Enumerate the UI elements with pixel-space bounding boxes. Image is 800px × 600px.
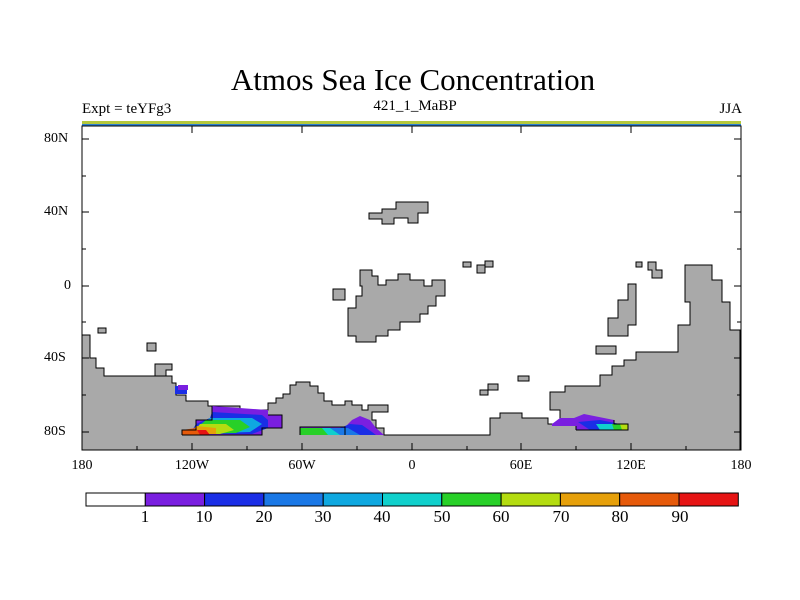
colorbar-swatch-3 (263, 492, 324, 507)
lon-label-120w: 120W (174, 458, 210, 473)
lon-label-180w: 180 (71, 458, 93, 473)
colorbar-swatch-6 (441, 492, 502, 507)
land-island-c (154, 363, 173, 377)
colorbar (85, 492, 739, 507)
lat-label-40n: 40N (44, 204, 69, 219)
land-island-a (97, 327, 107, 334)
land-islet-c (484, 260, 494, 268)
lon-label-120e: 120E (616, 458, 646, 473)
colorbar-label-1: 1 (140, 507, 150, 526)
land-ne-islet-a (635, 261, 643, 268)
lat-label-40s: 40S (44, 350, 66, 365)
land-central-america (332, 288, 346, 301)
colorbar-label-40: 40 (373, 507, 391, 526)
season-label: JJA (719, 101, 742, 117)
coast-weddell (299, 426, 346, 435)
coast-indian (575, 420, 629, 431)
run-label: 421_1_MaBP (373, 98, 457, 114)
land-islet-b (476, 264, 486, 274)
sea-ice-field (175, 385, 628, 435)
lon-label-0: 0 (408, 458, 416, 473)
ice-indian-70 (620, 424, 628, 430)
lat-label-80n: 80N (44, 131, 69, 146)
colorbar-swatch-9 (619, 492, 680, 507)
colorbar-swatch-10 (678, 492, 739, 507)
ice-patch-pacific-b (178, 385, 188, 390)
land-island-b (146, 342, 157, 352)
lon-ticks (136, 126, 687, 450)
top-band-blue (82, 124, 741, 126)
colorbar-swatch-5 (382, 492, 443, 507)
colorbar-label-10: 10 (195, 507, 213, 526)
lon-label-60e: 60E (509, 458, 533, 473)
land-ne-islet-b (647, 261, 663, 279)
colorbar-swatch-8 (559, 492, 621, 507)
map-title: Atmos Sea Ice Concentration (230, 62, 596, 97)
land-islet-f (517, 375, 530, 382)
land-islet-e (487, 383, 499, 391)
lon-label-60w: 60W (288, 458, 316, 473)
ice-coast-outline (181, 406, 629, 436)
ice-weddell-60 (300, 428, 328, 435)
colorbar-swatch-4 (322, 492, 384, 507)
top-band-yellow (82, 121, 741, 124)
colorbar-swatch-7 (500, 492, 561, 507)
colorbar-swatch-1 (144, 492, 206, 507)
lat-label-eq: 0 (64, 278, 71, 293)
colorbar-label-50: 50 (433, 507, 451, 526)
land-south-america (347, 269, 446, 343)
colorbar-label-70: 70 (552, 507, 570, 526)
land-east-block (607, 283, 637, 337)
land-east-islet (595, 345, 617, 355)
land-islet-a (462, 261, 472, 268)
colorbar-label-60: 60 (492, 507, 510, 526)
colorbar-label-30: 30 (314, 507, 332, 526)
colorbar-swatch-0 (85, 492, 146, 507)
colorbar-swatch-2 (204, 492, 265, 507)
coast-pacific (181, 406, 283, 436)
land-masses (81, 201, 741, 451)
land-antarctica (81, 264, 741, 451)
lat-label-80s: 80S (44, 424, 66, 439)
colorbar-label-90: 90 (671, 507, 689, 526)
colorbar-label-80: 80 (611, 507, 629, 526)
lon-label-180e: 180 (730, 458, 752, 473)
colorbar-label-20: 20 (255, 507, 273, 526)
experiment-label: Expt = teYFg3 (82, 101, 172, 117)
land-north-block (368, 201, 429, 225)
lat-ticks (82, 138, 741, 433)
land-islet-d (479, 389, 489, 396)
